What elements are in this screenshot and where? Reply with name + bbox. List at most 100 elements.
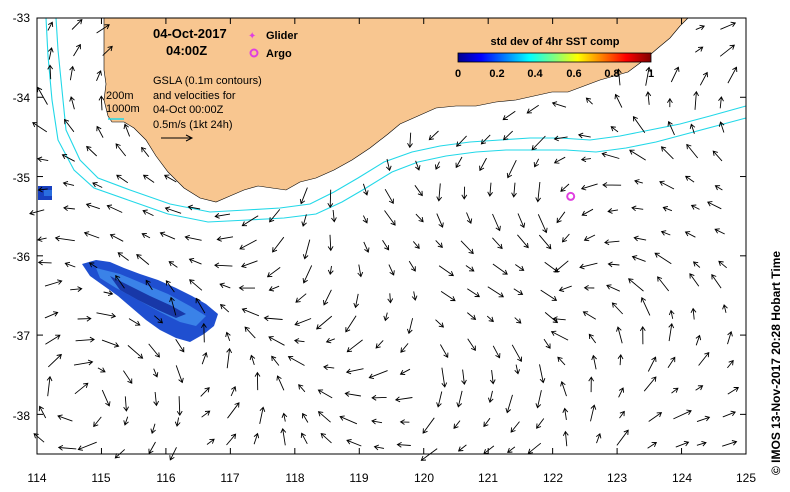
velocity-arrow: [103, 290, 114, 297]
velocity-arrow: [346, 439, 362, 447]
velocity-arrow: [54, 235, 75, 242]
velocity-arrow: [37, 259, 52, 266]
velocity-arrow: [675, 440, 690, 448]
velocity-arrow: [507, 446, 516, 453]
velocity-arrow: [238, 285, 256, 291]
velocity-arrow: [591, 354, 597, 370]
y-tick-label: -36: [13, 250, 31, 264]
velocity-arrow: [339, 415, 358, 425]
velocity-arrow: [639, 326, 646, 345]
velocity-arrow: [187, 204, 201, 211]
velocity-arrow: [295, 293, 307, 303]
velocity-arrow: [93, 416, 102, 428]
velocity-arrow: [552, 316, 566, 322]
velocity-arrow: [47, 64, 54, 80]
velocity-arrow: [44, 279, 63, 287]
gsla-line-2: and velocities for: [153, 90, 236, 102]
colorbar-tick: 0.8: [604, 68, 619, 80]
velocity-arrow: [268, 336, 285, 346]
velocity-arrow: [727, 330, 733, 345]
sst-stddev-patch-west: [38, 186, 52, 200]
velocity-arrow: [276, 375, 285, 391]
velocity-arrow: [435, 319, 445, 328]
velocity-arrow: [515, 264, 525, 271]
velocity-arrow: [718, 96, 724, 109]
velocity-arrow: [668, 322, 675, 342]
colorbar-tick: 1: [648, 68, 654, 80]
velocity-arrow: [175, 365, 184, 384]
velocity-arrow: [699, 71, 708, 86]
velocity-arrow: [527, 442, 542, 454]
velocity-arrow: [456, 390, 463, 408]
velocity-arrow: [607, 208, 619, 214]
velocity-arrow: [373, 444, 385, 451]
velocity-arrow: [465, 265, 475, 272]
velocity-arrow: [727, 66, 738, 84]
velocity-arrow: [558, 285, 572, 292]
velocity-arrow: [414, 185, 423, 197]
velocity-arrow: [505, 394, 513, 414]
velocity-arrow: [327, 189, 334, 209]
velocity-arrow: [63, 118, 75, 133]
velocity-arrow: [489, 370, 496, 385]
velocity-arrow: [259, 406, 266, 424]
glider-icon: ✦: [248, 31, 256, 42]
velocity-arrow: [727, 387, 740, 395]
velocity-arrow: [684, 231, 696, 238]
velocity-arrow: [201, 410, 211, 418]
colorbar-gradient: [457, 52, 652, 63]
velocity-arrow: [588, 333, 597, 344]
velocity-arrow: [561, 233, 570, 243]
velocity-arrow: [106, 204, 123, 213]
velocity-arrow: [487, 182, 493, 197]
y-axis-tick-labels: -33 -34 -35 -36 -37 -38: [13, 11, 31, 423]
velocity-arrow: [97, 367, 106, 373]
velocity-arrow: [69, 65, 75, 81]
velocity-arrow: [577, 132, 591, 139]
velocity-arrow: [693, 90, 699, 110]
legend-glider-label: Glider: [266, 30, 299, 42]
velocity-arrow: [631, 255, 646, 262]
velocity-arrow: [695, 46, 704, 53]
velocity-arrow: [690, 204, 700, 210]
velocity-arrow: [619, 410, 625, 419]
velocity-arrow: [214, 262, 233, 269]
velocity-arrow: [115, 275, 125, 289]
velocity-arrow: [47, 47, 54, 60]
velocity-arrow: [368, 370, 388, 380]
velocity-arrow: [73, 359, 94, 366]
velocity-arrow: [556, 211, 566, 224]
velocity-arrow: [553, 156, 566, 164]
velocity-arrow: [601, 151, 620, 159]
velocity-arrow: [189, 279, 203, 291]
velocity-arrow: [583, 234, 596, 242]
velocity-arrow: [70, 286, 83, 292]
velocity-arrow: [159, 231, 176, 240]
velocity-arrow: [560, 380, 567, 397]
velocity-arrow: [44, 311, 59, 319]
velocity-arrow: [362, 215, 368, 224]
velocity-arrow: [467, 288, 481, 298]
velocity-arrow: [510, 421, 520, 433]
velocity-arrow: [461, 186, 468, 200]
velocity-arrow: [554, 260, 569, 273]
x-tick-label: 121: [478, 471, 498, 485]
velocity-arrow: [585, 97, 593, 105]
velocity-arrow: [712, 150, 723, 162]
velocity-arrow: [562, 430, 569, 447]
velocity-arrow: [640, 297, 651, 316]
velocity-arrow: [117, 252, 129, 261]
velocity-arrow: [201, 352, 208, 365]
velocity-arrow: [695, 334, 702, 346]
plot-frame: [36, 17, 747, 455]
velocity-arrow: [610, 126, 619, 133]
velocity-arrow: [300, 432, 308, 445]
velocity-arrow: [123, 396, 129, 412]
velocity-arrow: [513, 288, 524, 295]
y-tick-label: -38: [13, 409, 31, 423]
velocity-arrow: [399, 368, 411, 375]
velocity-arrow: [61, 153, 75, 162]
velocity-arrow: [514, 364, 521, 375]
velocity-arrow: [83, 231, 100, 239]
velocity-arrow: [645, 91, 652, 105]
